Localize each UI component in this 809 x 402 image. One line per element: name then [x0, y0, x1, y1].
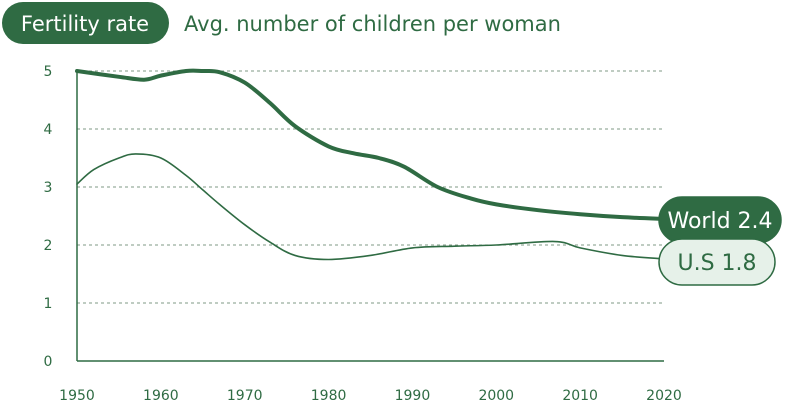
- x-tick-label-2010: 2010: [562, 388, 598, 402]
- y-tick-label-1: 1: [44, 296, 53, 312]
- gridlines: [77, 70, 664, 304]
- end-label-pill-u-s: [658, 238, 776, 286]
- x-tick-label-1960: 1960: [143, 388, 179, 402]
- y-tick-label-2: 2: [44, 238, 53, 254]
- series: [75, 68, 666, 261]
- x-tick-label-1990: 1990: [395, 388, 431, 402]
- x-tick-label-1950: 1950: [59, 388, 95, 402]
- x-tick-label-2020: 2020: [646, 388, 682, 402]
- chart-subtitle: Avg. number of children per woman: [184, 12, 561, 36]
- end-label-u-s: U.S 1.8: [677, 251, 756, 276]
- x-tick-label-1980: 1980: [311, 388, 347, 402]
- y-tick-label-0: 0: [44, 354, 53, 370]
- y-tick-label-4: 4: [44, 122, 53, 138]
- chart-title: Fertility rate: [21, 12, 149, 36]
- y-tick-label-3: 3: [44, 180, 53, 196]
- series-line-u-s: [76, 153, 665, 261]
- end-labels: World 2.4 U.S 1.8: [658, 196, 782, 286]
- axes: 0 1 2 3 4 5 1950 1960 1970 1980 1990 2000 2010 2020: [44, 64, 682, 402]
- series-line-world: [75, 68, 666, 221]
- title-pill: [2, 2, 169, 44]
- x-tick-label-1970: 1970: [227, 388, 263, 402]
- end-label-world: World 2.4: [667, 209, 772, 234]
- x-tick-label-2000: 2000: [478, 388, 514, 402]
- y-tick-label-5: 5: [44, 64, 53, 80]
